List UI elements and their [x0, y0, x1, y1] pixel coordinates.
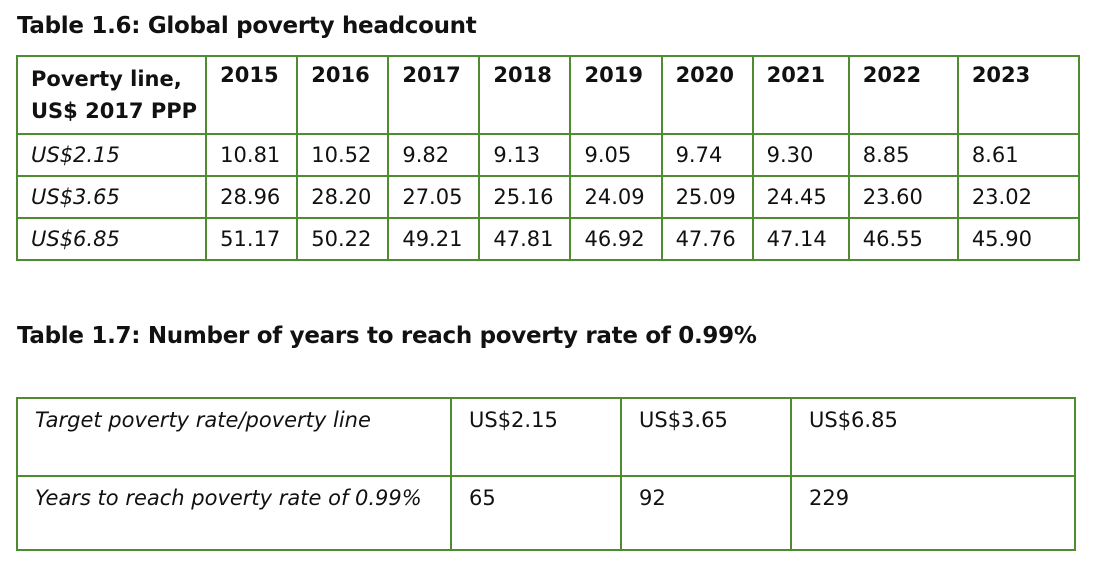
table-row: US$3.65 28.96 28.20 27.05 25.16 24.09 25…	[15, 175, 1081, 219]
table-cell: 47.14	[751, 217, 850, 261]
table-cell: US$6.85	[790, 397, 1076, 477]
header-year: 2021	[751, 55, 850, 135]
table-cell: 24.09	[569, 175, 663, 219]
table-cell: 45.90	[956, 217, 1081, 261]
global-poverty-headcount-table: Poverty line, US$ 2017 PPP 2015 2016 201…	[15, 55, 1081, 261]
row-label: US$3.65	[15, 175, 208, 219]
table-cell: 9.05	[569, 133, 663, 177]
table-cell: 92	[620, 475, 792, 551]
table-cell: 10.52	[296, 133, 390, 177]
table-header-row: Poverty line, US$ 2017 PPP 2015 2016 201…	[15, 55, 1081, 135]
table-1-6-caption: Table 1.6: Global poverty headcount	[17, 13, 477, 39]
table-cell: 50.22	[296, 217, 390, 261]
table-cell: US$3.65	[620, 397, 792, 477]
header-year: 2016	[296, 55, 390, 135]
row-label: Target poverty rate/poverty line	[16, 397, 452, 477]
table-cell: 27.05	[387, 175, 481, 219]
table-cell: 9.82	[387, 133, 481, 177]
table-cell: 8.61	[956, 133, 1081, 177]
header-year: 2020	[660, 55, 754, 135]
table-row: US$2.15 10.81 10.52 9.82 9.13 9.05 9.74 …	[15, 133, 1081, 177]
table-cell: 10.81	[205, 133, 299, 177]
table-1-7-caption: Table 1.7: Number of years to reach pove…	[17, 323, 757, 349]
header-year: 2015	[205, 55, 299, 135]
table-cell: 23.60	[847, 175, 959, 219]
table-cell: 28.20	[296, 175, 390, 219]
header-poverty-line: Poverty line, US$ 2017 PPP	[15, 55, 208, 135]
header-year: 2022	[847, 55, 959, 135]
table-cell: 28.96	[205, 175, 299, 219]
row-label: US$6.85	[15, 217, 208, 261]
table-cell: 46.55	[847, 217, 959, 261]
row-label: Years to reach poverty rate of 0.99%	[16, 475, 452, 551]
table-row: US$6.85 51.17 50.22 49.21 47.81 46.92 47…	[15, 217, 1081, 261]
table-cell: 23.02	[956, 175, 1081, 219]
table-cell: 51.17	[205, 217, 299, 261]
table-cell: 8.85	[847, 133, 959, 177]
table-cell: 24.45	[751, 175, 850, 219]
table-cell: 46.92	[569, 217, 663, 261]
table-cell: 49.21	[387, 217, 481, 261]
table-cell: 47.81	[478, 217, 572, 261]
table-cell: 9.30	[751, 133, 850, 177]
table-cell: 25.09	[660, 175, 754, 219]
table-cell: 25.16	[478, 175, 572, 219]
table-row: Target poverty rate/poverty line US$2.15…	[16, 397, 1076, 477]
table-cell: 47.76	[660, 217, 754, 261]
table-cell: US$2.15	[450, 397, 622, 477]
row-label: US$2.15	[15, 133, 208, 177]
header-year: 2017	[387, 55, 481, 135]
table-cell: 65	[450, 475, 622, 551]
table-row: Years to reach poverty rate of 0.99% 65 …	[16, 475, 1076, 551]
table-cell: 229	[790, 475, 1076, 551]
years-to-reach-poverty-rate-table: Target poverty rate/poverty line US$2.15…	[16, 397, 1076, 551]
table-cell: 9.13	[478, 133, 572, 177]
table-cell: 9.74	[660, 133, 754, 177]
header-year: 2023	[956, 55, 1081, 135]
header-year: 2018	[478, 55, 572, 135]
header-year: 2019	[569, 55, 663, 135]
